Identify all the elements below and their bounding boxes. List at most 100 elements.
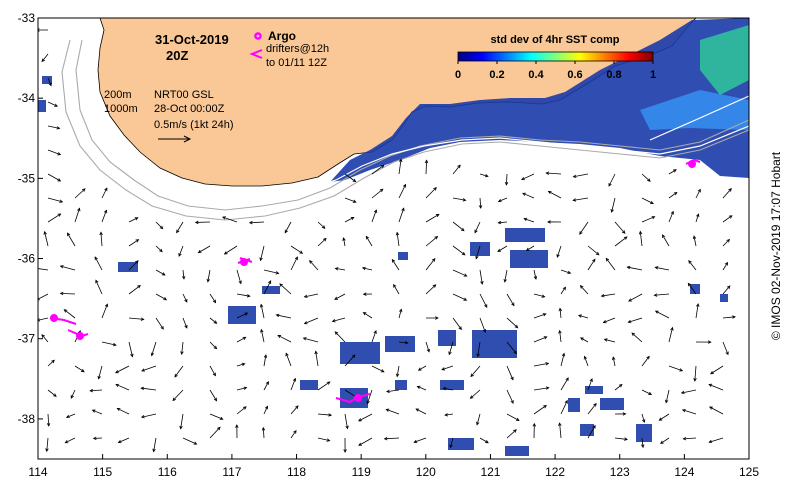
current-vector-head <box>545 362 550 366</box>
current-vector-head <box>292 377 297 382</box>
current-vector <box>153 437 157 452</box>
current-vector <box>60 265 76 271</box>
current-vector-head <box>194 220 199 225</box>
current-vector <box>207 269 211 282</box>
current-vector <box>584 356 589 367</box>
current-vector <box>579 221 589 235</box>
current-vector <box>92 409 103 415</box>
current-vector-head <box>442 386 447 391</box>
current-vector <box>425 187 437 199</box>
current-vector <box>176 221 184 233</box>
current-vector <box>722 341 729 355</box>
current-vector <box>628 293 643 302</box>
current-vector <box>641 197 654 204</box>
current-vector <box>548 191 562 199</box>
current-vector <box>128 341 133 357</box>
current-vector-head <box>97 375 101 380</box>
current-vector-head <box>56 126 61 130</box>
current-vector <box>128 260 139 271</box>
current-vector <box>362 267 373 271</box>
current-vector <box>665 389 670 403</box>
current-vector-head <box>626 265 631 270</box>
current-vector <box>601 293 616 297</box>
current-vector <box>573 197 589 201</box>
current-vector <box>522 192 535 199</box>
vector-trace-coast <box>79 29 749 203</box>
current-vector-head <box>545 386 550 390</box>
current-vector <box>128 317 144 320</box>
current-vector-head <box>693 378 697 382</box>
current-vector-head <box>345 425 349 430</box>
current-vector <box>262 427 265 439</box>
current-vector-head <box>34 267 37 270</box>
current-vector-head <box>510 376 514 381</box>
current-vector-head <box>593 402 597 407</box>
current-vector-head <box>476 353 480 358</box>
current-vector-head <box>463 297 468 301</box>
current-vector-head <box>670 326 674 331</box>
current-vector <box>236 312 248 319</box>
current-vector-head <box>137 284 141 289</box>
current-vector <box>101 210 107 223</box>
current-vector-head <box>206 278 210 283</box>
current-vector <box>47 359 55 367</box>
current-vector <box>155 293 167 301</box>
current-vector-head <box>415 408 420 412</box>
legend-drifters: drifters@12h <box>266 43 329 55</box>
current-vector <box>452 293 467 301</box>
current-vector <box>285 353 292 367</box>
current-vector-head <box>679 368 684 372</box>
map-time: 20Z <box>166 48 188 63</box>
current-vector-head <box>654 310 659 314</box>
current-vector <box>470 365 481 377</box>
current-vector-head <box>140 317 145 321</box>
current-vector-head <box>603 338 608 342</box>
colorbar-tick-label: 0.6 <box>567 69 582 81</box>
current-vector-head <box>159 248 163 253</box>
current-vector-head <box>350 216 355 221</box>
current-vector <box>398 184 406 199</box>
current-vector-head <box>476 421 480 426</box>
x-tick-label: 115 <box>93 465 112 479</box>
current-vector-head <box>664 399 669 404</box>
x-tick-label: 123 <box>610 465 630 479</box>
current-vector <box>587 403 597 415</box>
current-vector-head <box>379 188 384 193</box>
x-tick-label: 125 <box>739 465 759 479</box>
current-vector <box>155 221 163 229</box>
vector-trace-offshore <box>649 95 749 141</box>
current-vector-head <box>150 352 155 357</box>
current-vector <box>722 239 730 247</box>
current-vector-head <box>673 169 677 173</box>
current-vector-head <box>662 234 666 238</box>
current-vector <box>398 341 408 344</box>
current-vector-head <box>432 284 437 288</box>
current-vector-head <box>334 267 339 271</box>
current-vector <box>441 365 454 370</box>
current-vector <box>639 231 643 247</box>
current-vector-head <box>497 220 502 225</box>
current-vector-head <box>362 292 367 296</box>
current-vector <box>452 269 467 277</box>
current-vector-head <box>595 251 600 256</box>
current-vector <box>198 245 211 253</box>
current-vector <box>279 283 292 295</box>
contour-label-1000m: 1000m <box>104 103 138 115</box>
current-vector-head <box>331 319 336 323</box>
current-vector <box>209 413 223 420</box>
current-vector-head <box>474 229 478 234</box>
current-vector <box>47 173 61 182</box>
current-vector <box>290 378 296 391</box>
y-tick-label: -35 <box>18 171 36 185</box>
current-vector-head <box>558 307 562 312</box>
current-vector-head <box>235 424 239 428</box>
current-vector <box>209 389 217 401</box>
current-vector-head <box>38 318 41 322</box>
current-vector <box>506 389 514 404</box>
current-vector <box>343 237 346 247</box>
current-vector-head <box>179 425 183 430</box>
current-vector-head <box>650 200 654 205</box>
current-vector <box>695 303 699 319</box>
current-vector <box>182 269 185 279</box>
current-vector <box>709 406 724 415</box>
